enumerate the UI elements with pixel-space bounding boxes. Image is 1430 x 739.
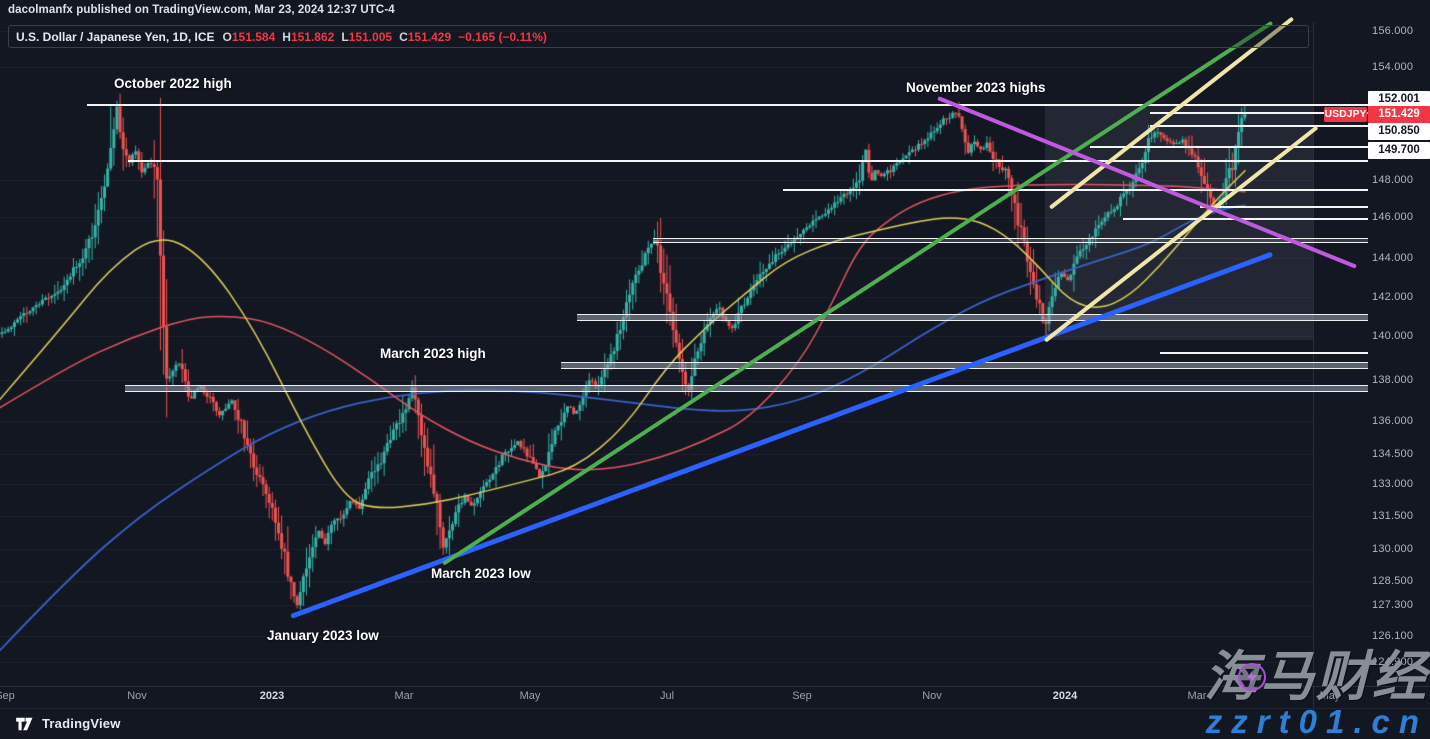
attribution-bar: dacolmanfx published on TradingView.com,… [0, 0, 1430, 22]
footer-separator [0, 708, 1430, 709]
price-tick-146.000: 146.000 [1372, 211, 1414, 223]
ohlc-item-C: C151.429 [399, 29, 452, 44]
tradingview-link[interactable]: TradingView [16, 716, 121, 731]
ohlc-item-H: H151.862 [282, 29, 335, 44]
time-tick-May: May [519, 690, 541, 702]
price-tick-126.100: 126.100 [1372, 630, 1414, 642]
footer-bar: TradingView [0, 708, 1430, 739]
symbol-legend[interactable]: U.S. Dollar / Japanese Yen, 1D, ICE O151… [8, 25, 1309, 48]
level-price-badge-150.850: 150.850 [1368, 122, 1430, 140]
ohlc-item-L: L151.005 [341, 29, 393, 44]
current-zone-level[interactable] [1150, 112, 1368, 115]
level-149-00[interactable] [128, 160, 1368, 163]
price-axis[interactable]: 156.000 154.000 148.000 146.000 144.000 142.0… [1313, 22, 1430, 686]
symbol-badge: USDJPY [1324, 106, 1367, 122]
time-tick-Nov: Nov [127, 690, 147, 702]
price-tick-127.300: 127.300 [1372, 599, 1414, 611]
ohlc-item-O: O151.584 [222, 29, 276, 44]
price-tick-131.500: 131.500 [1372, 510, 1414, 522]
annotation-march-2023-high[interactable]: March 2023 high [380, 346, 486, 361]
price-tick-138.000: 138.000 [1372, 374, 1414, 386]
time-tick-Nov: Nov [922, 690, 942, 702]
annotation-january-2023-low[interactable]: January 2023 low [267, 628, 379, 643]
time-tick-May: May [1319, 690, 1341, 702]
tradingview-logo-icon [16, 717, 33, 730]
time-tick-Mar: Mar [1187, 690, 1207, 702]
time-tick-Jul: Jul [659, 690, 675, 702]
time-axis[interactable]: Sep Nov 2023 Mar May Jul Sep Nov 2024 Mar May [0, 686, 1430, 708]
level-price-badge-149.700: 149.700 [1368, 141, 1430, 159]
last-price-badge: 151.429 [1368, 105, 1430, 123]
price-tick-140.000: 140.000 [1372, 330, 1414, 342]
price-tick-156.000: 156.000 [1372, 25, 1414, 37]
symbol-title: U.S. Dollar / Japanese Yen, 1D, ICE [16, 29, 215, 44]
time-tick-Sep: Sep [792, 690, 812, 702]
annotation-march-2023-low[interactable]: March 2023 low [431, 566, 531, 581]
price-tick-148.000: 148.000 [1372, 174, 1414, 186]
level-150-85[interactable] [1150, 125, 1368, 128]
level-146-60[interactable] [1200, 206, 1368, 209]
price-tick-144.000: 144.000 [1372, 252, 1414, 264]
level-139-25[interactable] [1160, 352, 1368, 355]
march-2023-high-level[interactable] [125, 385, 1368, 393]
price-tick-154.000: 154.000 [1372, 61, 1414, 73]
ohlc-values: O151.584 H151.862 L151.005 C151.429 [223, 30, 459, 44]
level-149-70[interactable] [1090, 145, 1368, 148]
time-tick-Mar: Mar [394, 690, 414, 702]
october-2022-high-level[interactable] [87, 103, 1368, 106]
price-tick-142.000: 142.000 [1372, 291, 1414, 303]
price-tick-130.000: 130.000 [1372, 543, 1414, 555]
annotation-november-2023-highs[interactable]: November 2023 highs [906, 80, 1046, 95]
june-2023-high-level[interactable] [653, 237, 1368, 243]
change-value: −0.165 (−0.11%) [458, 29, 547, 44]
time-axis-separator [0, 686, 1430, 687]
level-141-00[interactable] [577, 314, 1368, 322]
price-tick-134.500: 134.500 [1372, 448, 1414, 460]
annotation-october-2022-high[interactable]: October 2022 high [114, 76, 232, 91]
level-146-00[interactable] [1123, 217, 1368, 220]
level-price-badge-152.001: 152.001 [1368, 90, 1430, 108]
price-tick-136.000: 136.000 [1372, 415, 1414, 427]
attribution-text: dacolmanfx published on TradingView.com,… [8, 4, 395, 16]
price-tick-128.500: 128.500 [1372, 575, 1414, 587]
tradingview-brand-text: TradingView [42, 716, 121, 731]
time-tick-2024: 2024 [1052, 690, 1078, 702]
price-tick-133.000: 133.000 [1372, 478, 1414, 490]
time-tick-2023: 2023 [259, 690, 285, 702]
time-tick-Sep: Sep [0, 690, 15, 702]
price-tick-124.900: 124.900 [1372, 656, 1414, 668]
